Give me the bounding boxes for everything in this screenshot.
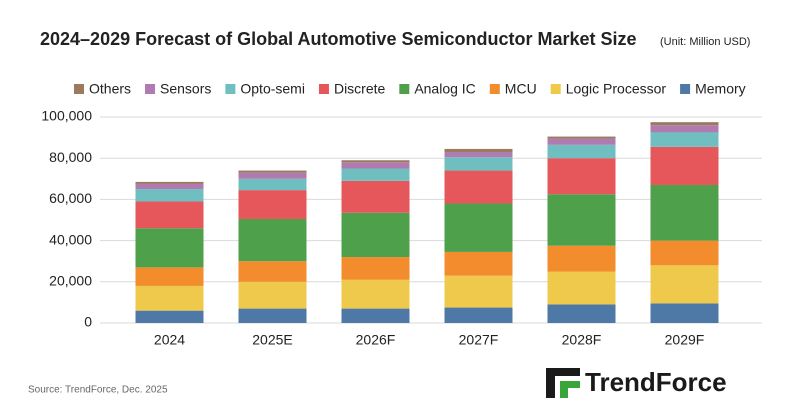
x-tick-label: 2026F (356, 332, 396, 348)
bar-segment (650, 125, 719, 133)
legend-label: Others (89, 81, 131, 97)
legend-swatch (145, 84, 156, 94)
y-tick-label: 0 (84, 314, 92, 330)
bar-segment (341, 160, 410, 163)
bar-segment (341, 257, 410, 280)
chart-title: 2024–2029 Forecast of Global Automotive … (40, 29, 637, 49)
legend-label: Memory (695, 81, 746, 97)
bar-segment (547, 158, 616, 195)
legend-swatch (399, 84, 410, 94)
bar-segment (444, 251, 513, 276)
y-tick-label: 40,000 (49, 231, 92, 247)
legend-swatch (74, 84, 84, 94)
bar-segment (238, 261, 307, 282)
bar-segment (135, 189, 204, 202)
bar-segment (341, 168, 410, 181)
bar-segment (341, 212, 410, 258)
legend-label: MCU (505, 81, 537, 97)
source: Source: TrendForce, Dec. 2025 (28, 385, 168, 396)
bar-segment (238, 281, 307, 309)
bar-segment (238, 172, 307, 179)
bar-segment (135, 267, 204, 286)
legend-swatch (225, 84, 236, 94)
bar-segment (444, 307, 513, 323)
legend-label: Logic Processor (566, 81, 667, 97)
legend-label: Analog IC (414, 81, 475, 97)
bar-segment (444, 275, 513, 308)
bar-segment (650, 132, 719, 147)
x-tick-label: 2024 (154, 332, 185, 348)
bar-segment (238, 308, 307, 323)
y-tick-label: 80,000 (49, 149, 92, 165)
bar-segment (547, 136, 616, 139)
bar-segment (135, 228, 204, 268)
bar-segment (444, 157, 513, 171)
y-tick-label: 20,000 (49, 273, 92, 289)
logo-icon (546, 368, 580, 398)
bar-segment (444, 148, 513, 153)
legend-label: Sensors (160, 81, 211, 97)
legend-swatch (489, 84, 500, 94)
bar-segment (547, 271, 616, 305)
bar-segment (547, 144, 616, 159)
x-tick-label: 2027F (459, 332, 499, 348)
bar-segment (650, 240, 719, 266)
bar-segment (547, 245, 616, 272)
bar-segment (341, 279, 410, 309)
legend-swatch (318, 84, 329, 94)
bar-segment (135, 183, 204, 190)
bar-segment (238, 178, 307, 191)
bar-segment (135, 181, 204, 184)
bar-segment (135, 285, 204, 311)
x-tick-label: 2025E (252, 332, 292, 348)
chart-subtitle: (Unit: Million USD) (660, 36, 750, 48)
legend-label: Discrete (334, 81, 386, 97)
bar-segment (444, 152, 513, 158)
bar-segment (341, 162, 410, 169)
legend-swatch (550, 84, 561, 94)
bar-segment (444, 170, 513, 204)
legend-swatch (680, 84, 691, 94)
bar-segment (650, 122, 719, 126)
bar-segment (650, 303, 719, 323)
bar-segment (547, 194, 616, 246)
bar-segment (547, 138, 616, 145)
y-tick-label: 60,000 (49, 190, 92, 206)
bar-segment (547, 304, 616, 323)
bar-segment (650, 265, 719, 304)
bar-segment (444, 203, 513, 252)
bar-segment (238, 190, 307, 219)
bar-segment (238, 170, 307, 173)
bar-segment (135, 201, 204, 229)
bar-segment (650, 184, 719, 241)
legend-label: Opto-semi (240, 81, 305, 97)
bar-segment (135, 310, 204, 323)
bar-segment (341, 180, 410, 213)
bar-segment (341, 308, 410, 323)
x-tick-label: 2029F (665, 332, 705, 348)
bar-segment (650, 146, 719, 185)
logo: TrendForce (585, 367, 727, 397)
bar-segment (238, 218, 307, 262)
x-tick-label: 2028F (562, 332, 602, 348)
y-tick-label: 100,000 (41, 108, 92, 124)
